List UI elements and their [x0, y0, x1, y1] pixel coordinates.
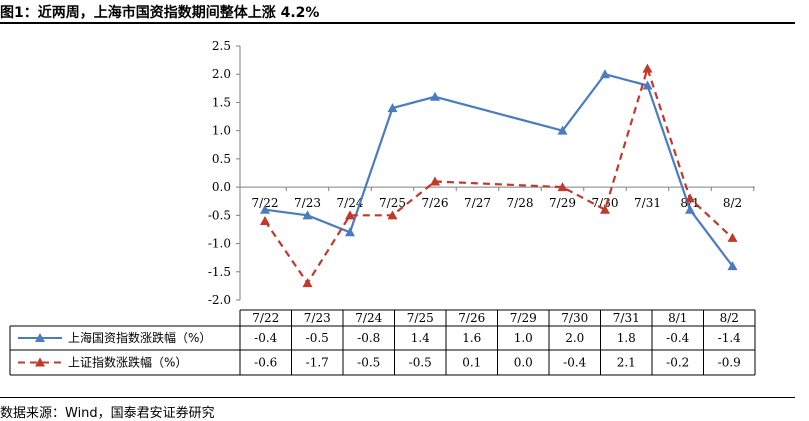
series-1-point	[685, 204, 695, 214]
y-tick-label: 2.0	[212, 67, 231, 81]
table-data-cell: -0.6	[254, 356, 277, 370]
table-data-cell: 1.8	[617, 331, 636, 345]
y-tick-label: -0.5	[208, 208, 231, 222]
table-data-cell: 2.0	[565, 331, 584, 345]
series-1-point	[600, 69, 610, 79]
x-tick-label: 8/2	[723, 196, 742, 210]
table-header-cell: 7/29	[510, 311, 537, 325]
table-data-cell: -0.4	[254, 331, 278, 345]
x-tick-label: 7/28	[507, 196, 534, 210]
series-line-1	[264, 72, 734, 267]
table-data-cell: -0.8	[357, 331, 380, 345]
x-tick-label: 7/27	[464, 196, 491, 210]
table-header-cell: 7/30	[561, 311, 588, 325]
series-1-point	[345, 227, 355, 237]
series-2-point	[557, 182, 568, 192]
legend-marker-2	[35, 357, 45, 367]
table-header-cell: 7/22	[252, 311, 279, 325]
table-data-cell: -0.4	[563, 356, 587, 370]
series-1-point	[430, 91, 440, 101]
table-data-cell: -0.5	[306, 331, 329, 345]
table-data-cell: -0.2	[666, 356, 689, 370]
table-header-cell: 7/26	[458, 311, 485, 325]
y-tick-label: 1.0	[212, 124, 231, 138]
table-header-cell: 8/1	[668, 311, 687, 325]
series-2-point	[430, 176, 440, 186]
table-data-cell: 1.0	[514, 331, 533, 345]
series-2-point	[685, 193, 695, 203]
table-header-cell: 7/24	[355, 311, 382, 325]
series-1-point	[642, 80, 653, 90]
table-data-cell: 0.0	[514, 356, 533, 370]
series-1-point	[302, 210, 313, 220]
y-tick-label: -2.0	[208, 293, 231, 307]
series-2-point	[600, 204, 610, 214]
y-tick-label: 2.5	[212, 39, 231, 53]
title-divider	[0, 22, 795, 24]
source-note: 数据来源：Wind，国泰君安证券研究	[0, 406, 215, 421]
table-header-cell: 7/25	[407, 311, 434, 325]
series-2-point	[345, 210, 355, 220]
figure-title: 图1：近两周，上海市国资指数期间整体上涨 4.2%	[0, 5, 320, 21]
x-tick-label: 7/24	[337, 196, 364, 210]
table-data-cell: 2.1	[617, 356, 636, 370]
y-tick-label: -1.5	[208, 265, 231, 279]
table-data-cell: -0.5	[357, 356, 380, 370]
legend-label-1: 上海国资指数涨跌幅（%）	[68, 330, 211, 345]
x-tick-label: 7/23	[294, 196, 321, 210]
source-divider	[0, 397, 795, 398]
y-tick-label: -1.0	[208, 237, 231, 251]
x-tick-label: 7/25	[379, 196, 406, 210]
x-tick-label: 8/1	[680, 196, 699, 210]
y-tick-label: 0.5	[212, 152, 231, 166]
table-header-cell: 7/31	[613, 311, 640, 325]
y-tick-label: 0.0	[212, 180, 231, 194]
table-data-cell: -1.7	[306, 356, 329, 370]
series-2-point	[727, 232, 738, 242]
table-data-cell: 1.6	[462, 331, 481, 345]
line-chart: 2.5 2.0 1.5 1.0 0.5 0.0 -0.5 -1.0 -1.5 -2.0 7/22 7/…	[9, 39, 756, 376]
table-data-cell: 0.1	[462, 356, 481, 370]
series-2-point	[642, 63, 653, 73]
x-tick-label: 7/29	[549, 196, 576, 210]
series-2-point	[302, 278, 313, 288]
y-tick-label: 1.5	[212, 95, 231, 109]
legend-marker-1	[35, 333, 45, 342]
series-line-2	[264, 64, 734, 286]
table-data-cell: -1.4	[718, 331, 742, 345]
table-header-cell: 7/23	[304, 311, 331, 325]
series-2-point	[260, 215, 270, 225]
table-data-cell: -0.4	[666, 331, 690, 345]
series-1-point	[557, 125, 568, 135]
table-header-cell: 8/2	[720, 311, 739, 325]
legend-label-2: 上证指数涨跌幅（%）	[68, 355, 187, 370]
table-data-cell: 1.4	[411, 331, 430, 345]
table-data-cell: -0.9	[718, 356, 741, 370]
x-tick-label: 7/31	[634, 196, 661, 210]
x-tick-label: 7/22	[252, 196, 279, 210]
x-tick-label: 7/26	[422, 196, 449, 210]
series-1-point	[260, 204, 270, 214]
table-data-cell: -0.5	[409, 356, 432, 370]
series-1-point	[727, 261, 738, 271]
series-2-point	[387, 210, 398, 220]
series-1-point	[387, 103, 398, 113]
